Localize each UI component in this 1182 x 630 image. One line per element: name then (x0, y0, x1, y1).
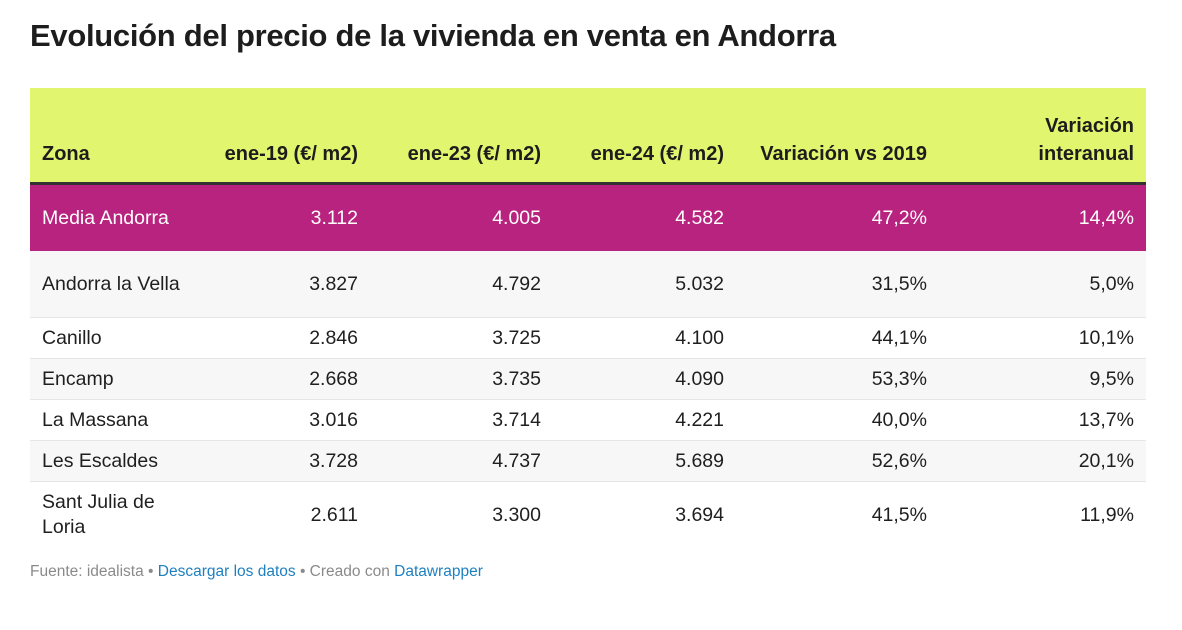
table-cell: 41,5% (871, 503, 927, 526)
datawrapper-link[interactable]: Datawrapper (394, 563, 483, 580)
table-cell: 3.728 (200, 440, 370, 482)
table-cell: 3.112 (310, 206, 358, 229)
table-cell: 5.032 (553, 251, 736, 318)
table-cell: 13,7% (939, 399, 1146, 441)
table-cell: 10,1% (939, 317, 1146, 359)
chart-title: Evolución del precio de la vivienda en v… (30, 18, 836, 53)
table-cell: 4.792 (370, 251, 553, 318)
table-cell: 4.221 (553, 399, 736, 441)
table-cell: Encamp (30, 358, 200, 400)
data-table: Zona ene-19 (€/ m2) ene-23 (€/ m2) ene-2… (30, 88, 1146, 548)
table-row-media-andorra: Media Andorra 3.112 4.005 4.582 47,2% 14… (30, 183, 1146, 251)
column-header-ene-24[interactable]: ene-24 (€/ m2) (553, 88, 736, 185)
table-cell: 4.582 (675, 206, 724, 229)
table-cell: 2.668 (200, 358, 370, 400)
table-cell: 2.846 (200, 317, 370, 359)
table-row-canillo: Canillo 2.846 3.725 4.100 44,1% 10,1% (30, 317, 1146, 359)
table-cell: 3.725 (370, 317, 553, 359)
created-with-text: • Creado con (295, 563, 395, 580)
column-header-variacion-interanual[interactable]: Variación interanual (939, 88, 1146, 185)
column-header-variacion-2019[interactable]: Variación vs 2019 (736, 88, 939, 185)
table-cell: Les Escaldes (30, 440, 200, 482)
table-cell: 4.090 (553, 358, 736, 400)
column-header-zona[interactable]: Zona (30, 88, 200, 185)
table-cell: Andorra la Vella (30, 251, 200, 318)
table-cell: 20,1% (939, 440, 1146, 482)
chart-footer: Fuente: idealista • Descargar los datos … (30, 563, 483, 581)
table-cell: Canillo (30, 317, 200, 359)
table-cell: 3.735 (370, 358, 553, 400)
table-row-sant-julia-de-loria: Sant Julia de Loria 2.611 3.300 3.694 41… (30, 482, 1146, 549)
source-text: Fuente: idealista (30, 563, 144, 580)
table-cell: 3.694 (675, 503, 724, 526)
table-cell: 52,6% (736, 440, 939, 482)
table-cell: 3.827 (200, 251, 370, 318)
table-cell: 53,3% (736, 358, 939, 400)
column-header-ene-23[interactable]: ene-23 (€/ m2) (370, 88, 553, 185)
table-cell: 4.100 (553, 317, 736, 359)
table-row-la-massana: La Massana 3.016 3.714 4.221 40,0% 13,7% (30, 399, 1146, 441)
table-row-les-escaldes: Les Escaldes 3.728 4.737 5.689 52,6% 20,… (30, 440, 1146, 482)
table-cell: 31,5% (736, 251, 939, 318)
table-cell: 3.714 (370, 399, 553, 441)
table-cell: 47,2% (871, 206, 927, 229)
table-cell: 5.689 (553, 440, 736, 482)
table-header-row: Zona ene-19 (€/ m2) ene-23 (€/ m2) ene-2… (30, 88, 1146, 185)
table-row-encamp: Encamp 2.668 3.735 4.090 53,3% 9,5% (30, 358, 1146, 400)
table-cell: 3.016 (200, 399, 370, 441)
table-cell: Sant Julia de Loria (42, 491, 155, 538)
table-cell: 40,0% (736, 399, 939, 441)
table-cell: 11,9% (1080, 503, 1134, 526)
table-cell: 3.300 (492, 503, 541, 526)
table-cell: La Massana (30, 399, 200, 441)
table-cell: 44,1% (736, 317, 939, 359)
table-cell: 4.737 (370, 440, 553, 482)
table-cell: 9,5% (939, 358, 1146, 400)
table-cell: Media Andorra (42, 206, 169, 229)
table-cell: 5,0% (939, 251, 1146, 318)
footer-separator: • (143, 563, 158, 580)
column-header-ene-19[interactable]: ene-19 (€/ m2) (200, 88, 370, 185)
table-cell: 14,4% (1078, 206, 1134, 229)
table-cell: 4.005 (492, 206, 541, 229)
download-data-link[interactable]: Descargar los datos (157, 563, 296, 580)
table-cell: 2.611 (310, 503, 358, 526)
table-row-andorra-la-vella: Andorra la Vella 3.827 4.792 5.032 31,5%… (30, 251, 1146, 318)
